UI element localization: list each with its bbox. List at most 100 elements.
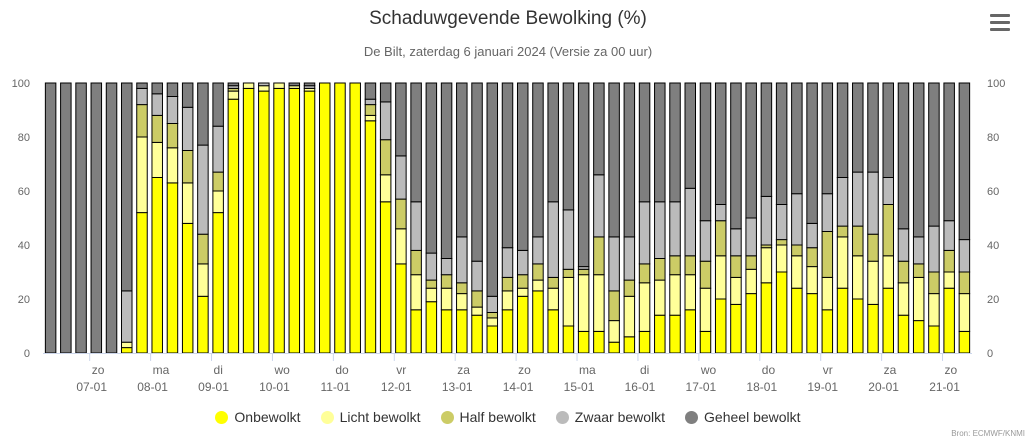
bar-segment [654,258,666,281]
bar-segment [151,177,163,354]
bar-segment [684,309,696,354]
bar-segment [456,82,468,238]
bar-segment [547,287,559,311]
bar-segment [867,260,879,305]
bar-segment [379,101,392,141]
bar-segment [882,82,894,178]
bar-segment [760,195,773,246]
chart-menu-icon[interactable] [990,14,1014,34]
bar-segment [608,341,620,354]
bar-segment [440,82,453,259]
bar-segment [288,82,301,87]
bar-segment [532,82,544,238]
bar-segment [867,303,879,354]
legend-marker [440,410,454,424]
bar-segment [714,82,727,205]
bar-segment [806,293,818,354]
bar-segment [593,274,605,332]
bar-segment [121,347,133,354]
bar-segment [958,82,971,241]
bar-segment [60,82,72,354]
bar-segment [440,287,453,311]
legend-item[interactable]: Geheel bewolkt [685,409,801,425]
bar-segment [379,139,392,176]
bar-segment [958,330,971,354]
bar-segment [501,247,514,278]
bar-segment [791,244,803,257]
x-tick-label-day: ma [153,363,170,377]
bar-segment [410,201,422,251]
bar-segment [638,282,651,332]
bar-segment [258,85,270,92]
bar-segment [425,301,438,354]
bar-segment [867,82,879,173]
bar-segment [791,193,803,246]
bar-segment [745,217,757,257]
y-tick-label-left: 0 [24,348,30,360]
x-tick-label-date: 09-01 [198,380,229,394]
bar-segment [897,82,910,230]
bar-segment [928,293,940,327]
bar-segment [395,155,407,200]
bar-segment [197,82,209,146]
bar-segment [44,82,57,354]
bar-segment [943,287,955,354]
bar-segment [638,82,651,203]
bar-segment [775,239,788,246]
bar-segment [760,282,773,354]
bar-segment [456,309,468,354]
bar-segment [745,82,757,219]
bar-segment [669,274,681,316]
bar-segment [197,233,209,265]
bar-segment [623,336,636,354]
chart-title: Schaduwgevende Bewolking (%) [369,8,647,29]
bar-segment [197,144,209,235]
bar-segment [121,82,133,292]
legend-item[interactable]: Half bewolkt [440,409,536,425]
bar-segment [669,314,681,354]
bar-segment [577,268,590,276]
bar-segment [75,82,87,354]
bar-segment [516,274,529,289]
bar-segment [654,82,666,203]
bar-segment [440,274,453,289]
bar-segment [669,201,681,257]
legend-item[interactable]: Zwaar bewolkt [555,409,665,425]
x-tick-label-date: 21-01 [929,380,960,394]
bar-segment [410,82,422,203]
bar-segment [608,82,620,238]
bar-segment [852,171,864,227]
bar-segment [486,325,499,354]
bar-segment [273,87,285,354]
bar-segment [319,82,331,354]
bar-segment [821,193,834,232]
bar-segment [654,279,666,316]
bar-segment [912,82,925,238]
legend-item[interactable]: Onbewolkt [215,409,301,425]
bar-segment [516,295,529,354]
bar-segment [364,114,377,122]
bar-segment [699,287,712,332]
bar-segment [684,274,696,311]
legend-item[interactable]: Licht bewolkt [320,409,421,425]
bar-segment [151,82,163,95]
bar-segment [699,260,712,289]
bar-segment [897,282,910,316]
bar-segment [410,309,422,354]
y-tick-label-right: 40 [987,240,999,252]
bar-segment [105,82,118,354]
x-tick-label-date: 17-01 [686,380,717,394]
bar-segment [806,222,818,249]
x-tick-label-date: 08-01 [137,380,168,394]
x-tick-label-date: 12-01 [381,380,412,394]
bar-segment [501,290,514,311]
bar-segment [623,295,636,338]
bar-segment [425,279,438,289]
x-tick-label-day: zo [518,363,531,377]
bar-segment [882,287,894,354]
bar-segment [303,90,316,354]
bar-segment [364,98,377,106]
bar-segment [943,271,955,289]
bar-segment [136,212,148,354]
bar-segment [852,298,864,354]
